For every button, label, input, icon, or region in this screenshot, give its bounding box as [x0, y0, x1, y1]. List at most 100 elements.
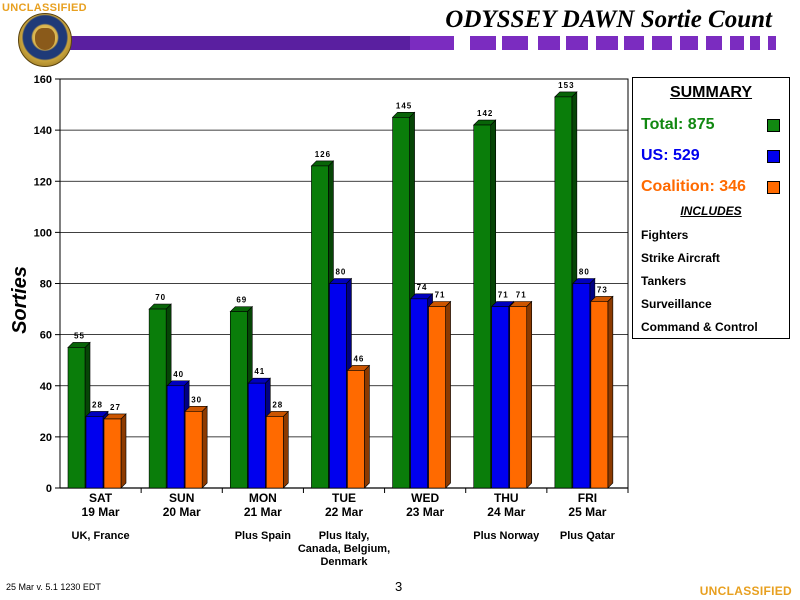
data-label: 71 — [498, 291, 509, 300]
header-band-block — [470, 36, 496, 50]
bar-coalition — [428, 306, 446, 489]
x-category-date: 22 Mar — [325, 505, 363, 519]
bar-us — [247, 382, 266, 489]
y-tick-label: 140 — [34, 125, 52, 137]
x-category-day: SAT — [89, 491, 113, 505]
bar-coalition — [184, 411, 203, 489]
includes-item: Surveillance — [641, 297, 712, 311]
slide-title: ODYSSEY DAWN Sortie Count — [445, 6, 772, 33]
summary-coalition-swatch — [767, 181, 780, 194]
header-band-blocks — [410, 36, 776, 50]
x-category-day: FRI — [578, 491, 597, 505]
seal-eagle — [35, 28, 55, 50]
chart-bars — [67, 91, 614, 489]
header-band-block — [410, 36, 454, 50]
y-tick-label: 60 — [40, 330, 52, 342]
bar-total — [473, 124, 492, 489]
data-label: 153 — [558, 81, 574, 90]
x-category-day: THU — [494, 491, 519, 505]
bar-side — [201, 405, 208, 489]
bar-total — [392, 117, 410, 489]
y-tick-label: 120 — [34, 176, 52, 188]
data-label: 69 — [236, 296, 247, 305]
summary-box: SUMMARY Total: 875 US: 529 Coalition: 34… — [632, 77, 790, 339]
bar-side — [120, 413, 127, 489]
bar-side — [282, 410, 289, 489]
classification-bottom: UNCLASSIFIED — [699, 584, 792, 598]
data-label: 71 — [435, 291, 446, 300]
bar-us — [329, 283, 347, 489]
data-label: 46 — [353, 354, 364, 363]
x-category-date: 21 Mar — [244, 505, 282, 519]
x-category-day: SUN — [169, 491, 194, 505]
y-tick-label: 40 — [40, 381, 52, 393]
footer-date-version: 25 Mar v. 5.1 1230 EDT — [6, 582, 101, 592]
bar-total — [554, 96, 573, 489]
summary-us: US: 529 — [641, 147, 700, 164]
x-category-note: Canada, Belgium, — [298, 543, 390, 555]
data-label: 74 — [417, 283, 428, 292]
bar-side — [607, 295, 614, 489]
data-label: 145 — [396, 101, 412, 110]
summary-us-swatch — [767, 150, 780, 163]
y-tick-label: 160 — [34, 74, 52, 86]
data-label: 71 — [516, 291, 527, 300]
y-tick-label: 0 — [46, 483, 52, 495]
bar-coalition — [590, 301, 609, 489]
y-tick-label: 20 — [40, 432, 52, 444]
data-label: 80 — [579, 268, 590, 277]
x-category-note: Plus Qatar — [560, 530, 616, 542]
x-category-date: 20 Mar — [163, 505, 201, 519]
bar-coalition — [103, 418, 122, 489]
bar-us — [572, 283, 591, 489]
header-band-bar — [60, 36, 410, 50]
bar-coalition — [509, 306, 528, 489]
bar-total — [148, 308, 167, 489]
header-band-block — [680, 36, 698, 50]
summary-title: SUMMARY — [669, 84, 753, 101]
bar-side — [526, 300, 533, 489]
bar-us — [410, 298, 428, 489]
data-label: 126 — [315, 150, 331, 159]
header-band-block — [768, 36, 776, 50]
bar-total — [311, 165, 329, 489]
includes-title: INCLUDES — [680, 204, 742, 218]
includes-item: Command & Control — [641, 320, 758, 334]
summary-coalition: Coalition: 346 — [641, 178, 746, 195]
header-band-block — [566, 36, 588, 50]
y-tick-label: 100 — [34, 227, 52, 239]
x-category-note: Plus Spain — [235, 530, 292, 542]
bar-coalition — [347, 370, 365, 489]
y-axis-label: Sorties — [9, 266, 31, 334]
summary-total-swatch — [767, 119, 780, 132]
includes-item: Tankers — [641, 274, 687, 288]
header-band-block — [750, 36, 760, 50]
x-category-date: 19 Mar — [82, 505, 120, 519]
x-category-note: Plus Norway — [473, 530, 540, 542]
data-label: 70 — [155, 293, 166, 302]
data-label: 40 — [173, 370, 184, 379]
data-label: 30 — [191, 395, 202, 404]
summary-total: Total: 875 — [641, 116, 715, 133]
bar-total — [229, 311, 248, 489]
header-band — [60, 36, 776, 50]
dod-seal-icon — [18, 13, 72, 67]
data-label: 28 — [92, 400, 103, 409]
classification-top: UNCLASSIFIED — [2, 2, 87, 14]
bar-coalition — [265, 416, 284, 489]
data-label: 27 — [110, 403, 121, 412]
data-label: 73 — [597, 285, 608, 294]
data-label: 28 — [272, 400, 283, 409]
header-band-block — [624, 36, 644, 50]
y-tick-label: 80 — [40, 279, 52, 291]
page-number: 3 — [395, 579, 403, 594]
x-category-note: UK, France — [72, 530, 130, 542]
header-band-block — [730, 36, 744, 50]
header-band-block — [706, 36, 722, 50]
header-band-block — [596, 36, 618, 50]
includes-item: Fighters — [641, 228, 689, 242]
x-category-date: 23 Mar — [406, 505, 444, 519]
bar-side — [445, 300, 451, 489]
